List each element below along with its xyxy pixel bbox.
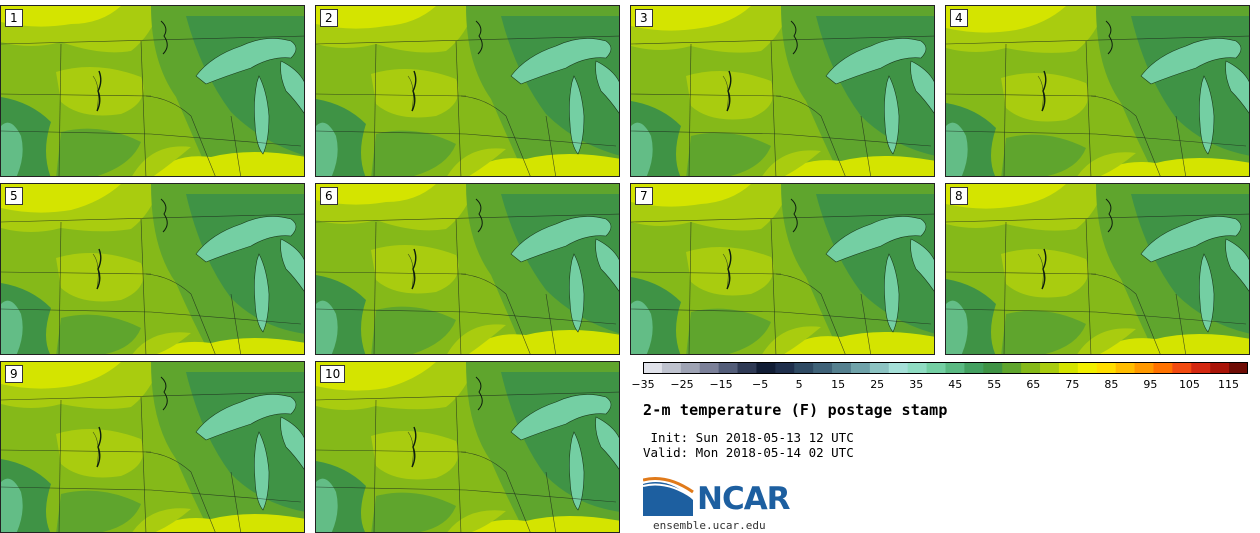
colorbar-swatch	[945, 362, 965, 374]
temperature-map	[1, 362, 304, 532]
colorbar-tick-label: −25	[670, 378, 694, 391]
colorbar-swatch	[850, 362, 871, 374]
colorbar-swatch	[926, 362, 946, 374]
member-number: 10	[320, 365, 346, 383]
colorbar-swatch	[964, 362, 984, 374]
member-number: 8	[950, 187, 968, 205]
member-number: 1	[5, 9, 23, 27]
member-number: 4	[950, 9, 968, 27]
valid-time: Valid: Mon 2018-05-14 02 UTC	[643, 445, 854, 460]
ensemble-member-panel: 7	[630, 183, 935, 355]
temperature-map	[946, 6, 1249, 176]
colorbar-tick-label: 75	[1065, 378, 1080, 391]
colorbar-swatch	[888, 362, 909, 374]
ensemble-member-panel: 2	[315, 5, 620, 177]
colorbar-swatch	[869, 362, 890, 374]
colorbar-swatch	[661, 362, 682, 374]
member-number: 5	[5, 187, 23, 205]
colorbar-tick-label: 25	[870, 378, 885, 391]
temperature-map	[631, 6, 934, 176]
colorbar-swatch	[1021, 362, 1041, 374]
temperature-map	[1, 184, 304, 354]
colorbar-tick-label: 35	[909, 378, 924, 391]
member-number: 9	[5, 365, 23, 383]
member-number: 2	[320, 9, 338, 27]
colorbar-swatch	[1002, 362, 1022, 374]
colorbar-swatch	[718, 362, 739, 374]
colorbar-tick-label: 105	[1178, 378, 1200, 391]
temperature-map	[316, 184, 619, 354]
colorbar-swatch	[1153, 362, 1173, 374]
colorbar-swatch	[1134, 362, 1154, 374]
colorbar-tick-label: 95	[1143, 378, 1158, 391]
colorbar-tick-label: 45	[948, 378, 963, 391]
temperature-map	[316, 6, 619, 176]
colorbar-swatch	[1210, 362, 1230, 374]
ensemble-member-panel: 6	[315, 183, 620, 355]
colorbar-swatch	[699, 362, 720, 374]
figure-title: 2-m temperature (F) postage stamp	[643, 401, 948, 419]
colorbar-swatch	[832, 362, 852, 374]
colorbar-swatch	[643, 362, 663, 374]
init-time: Init: Sun 2018-05-13 12 UTC	[643, 430, 854, 445]
colorbar-swatch	[1115, 362, 1136, 374]
colorbar-tick-label: −15	[709, 378, 733, 391]
member-number: 7	[635, 187, 653, 205]
colorbar-tick-label: 115	[1217, 378, 1239, 391]
temperature-map	[316, 362, 619, 532]
colorbar-swatch	[1229, 362, 1248, 374]
colorbar-swatch	[907, 362, 928, 374]
colorbar-swatch	[680, 362, 701, 374]
colorbar-swatch	[813, 362, 833, 374]
ensemble-member-panel: 4	[945, 5, 1250, 177]
colorbar-swatch	[794, 362, 814, 374]
colorbar-tick-label: 5	[795, 378, 803, 391]
colorbar-swatch	[737, 362, 757, 374]
ensemble-member-panel: 5	[0, 183, 305, 355]
colorbar-tick-label: 65	[1026, 378, 1041, 391]
member-number: 3	[635, 9, 653, 27]
ensemble-member-panel: 1	[0, 5, 305, 177]
colorbar-swatch	[1058, 362, 1079, 374]
temperature-map	[631, 184, 934, 354]
temperature-map	[1, 6, 304, 176]
website-url[interactable]: ensemble.ucar.edu	[653, 519, 766, 532]
colorbar-tick-label: 55	[987, 378, 1002, 391]
ensemble-member-panel: 9	[0, 361, 305, 533]
colorbar-tick-label: 15	[831, 378, 846, 391]
ncar-logo-text: NCAR	[697, 481, 791, 517]
colorbar-swatch	[1191, 362, 1211, 374]
colorbar-tick-label: −35	[631, 378, 655, 391]
colorbar-swatch	[775, 362, 795, 374]
temperature-map	[946, 184, 1249, 354]
temperature-colorbar	[643, 362, 1248, 374]
ensemble-member-panel: 8	[945, 183, 1250, 355]
colorbar-swatch	[1096, 362, 1117, 374]
ncar-logo-icon	[643, 477, 694, 516]
ensemble-member-panel: 10	[315, 361, 620, 533]
colorbar-swatch	[1172, 362, 1192, 374]
colorbar-tick-label: −5	[751, 378, 769, 391]
colorbar-swatch	[983, 362, 1003, 374]
member-number: 6	[320, 187, 338, 205]
colorbar-tick-label: 85	[1104, 378, 1119, 391]
colorbar-swatch	[756, 362, 776, 374]
colorbar-swatch	[1040, 362, 1060, 374]
ensemble-member-panel: 3	[630, 5, 935, 177]
colorbar-swatch	[1077, 362, 1098, 374]
colorbar-tick-labels: −35 −25 −15 −5 5 15 25 35 45 55 65 75 85…	[631, 378, 1260, 394]
